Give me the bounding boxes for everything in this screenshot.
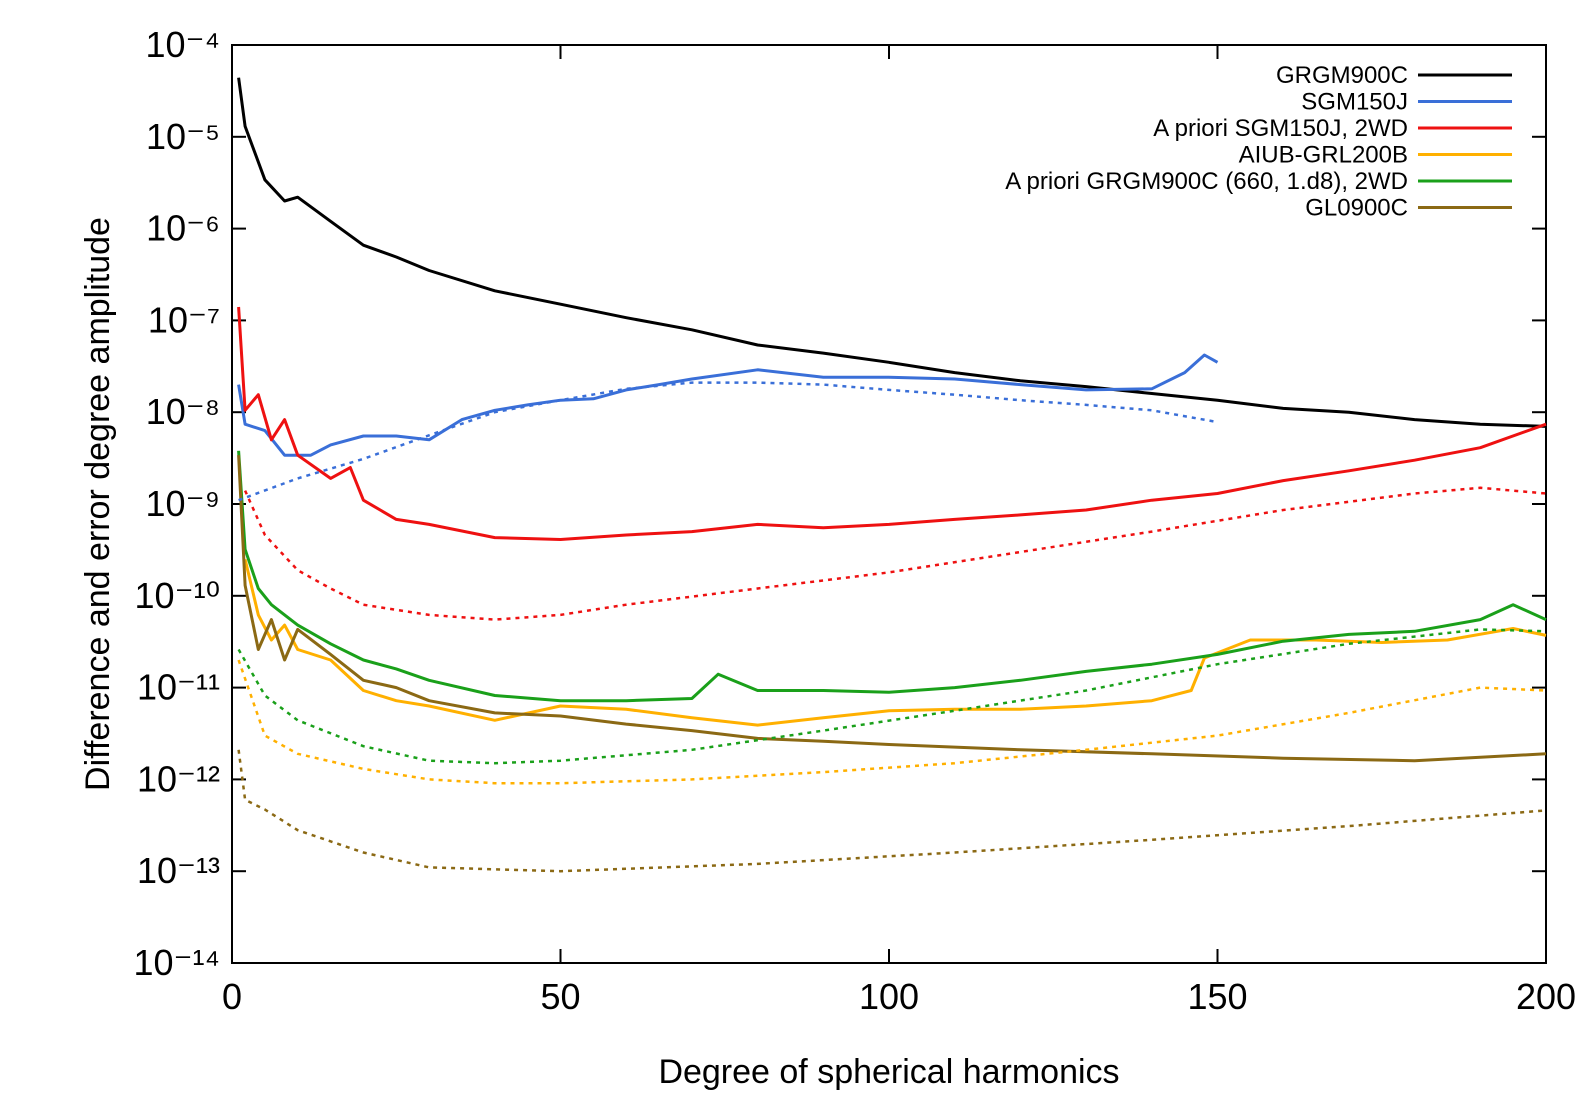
y-tick-label: 10⁻¹¹	[137, 667, 220, 708]
plot-frame	[231, 44, 1547, 964]
series-line	[237, 306, 1547, 541]
y-tick-label: 10⁻⁷	[148, 299, 220, 340]
series-line	[237, 77, 1547, 428]
legend-label: AIUB-GRL200B	[1239, 142, 1408, 169]
error-line	[238, 381, 1218, 502]
series-line	[237, 353, 1219, 457]
y-tick-label: 10⁻¹²	[137, 758, 220, 799]
series-line	[237, 450, 1547, 703]
y-axis-title: Difference and error degree amplitude	[79, 217, 117, 791]
y-tick-label: 10⁻⁴	[145, 24, 220, 65]
legend-label: SGM150J	[1301, 89, 1408, 116]
x-tick-label: 100	[859, 976, 919, 1017]
legend-label: GL0900C	[1305, 195, 1408, 222]
error-line	[237, 659, 1547, 785]
x-tick-label: 200	[1516, 976, 1576, 1017]
y-tick-label: 10⁻⁹	[146, 483, 220, 524]
x-tick-label: 150	[1187, 976, 1247, 1017]
x-tick-label: 0	[222, 976, 242, 1017]
legend-label: A priori GRGM900C (660, 1.d8), 2WD	[1005, 168, 1408, 195]
y-tick-label: 10⁻⁶	[146, 208, 220, 249]
x-axis-title: Degree of spherical harmonics	[658, 1053, 1119, 1091]
error-line	[237, 628, 1547, 765]
y-tick-label: 10⁻¹⁰	[135, 575, 220, 616]
y-tick-label: 10⁻⁵	[146, 116, 220, 157]
series-line	[237, 455, 1547, 763]
series-line	[243, 558, 1547, 727]
legend-label: A priori SGM150J, 2WD	[1153, 115, 1408, 142]
legend-label: GRGM900C	[1276, 62, 1408, 89]
x-tick-label: 50	[540, 976, 580, 1017]
y-tick-label: 10⁻¹³	[137, 850, 220, 891]
y-tick-label: 10⁻⁸	[146, 391, 220, 432]
error-line	[237, 749, 1547, 873]
error-line	[243, 486, 1547, 621]
y-tick-label: 10⁻¹⁴	[133, 942, 220, 983]
